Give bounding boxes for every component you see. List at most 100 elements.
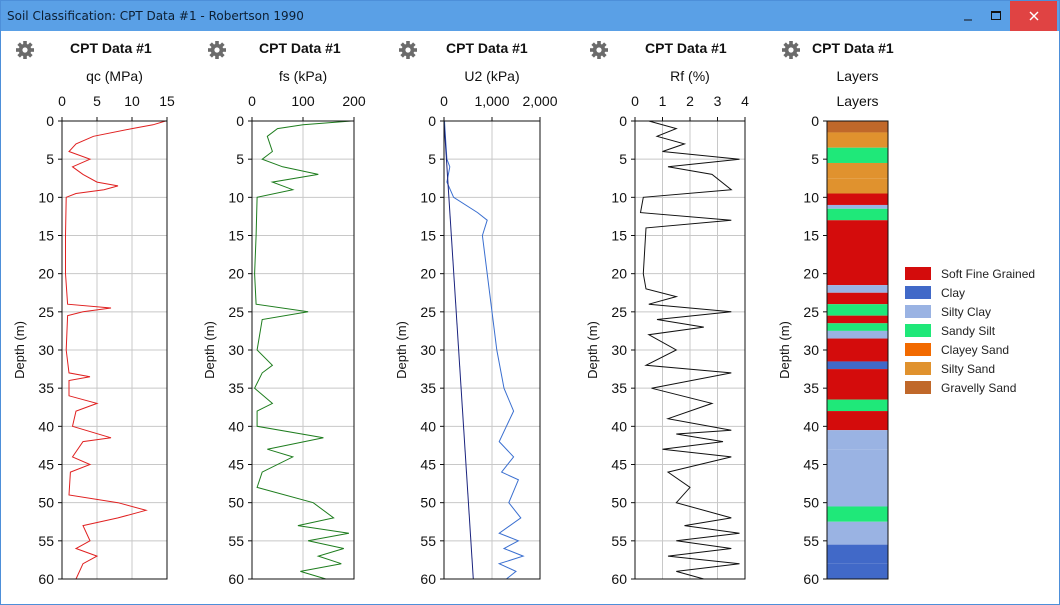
legend-label: Silty Sand xyxy=(941,361,996,376)
x-tick-label: 0 xyxy=(58,93,66,109)
title-bar: Soil Classification: CPT Data #1 - Rober… xyxy=(1,1,1059,31)
soil-layer xyxy=(827,330,888,339)
y-tick-label: 10 xyxy=(420,189,436,205)
legend-swatch xyxy=(905,267,931,280)
y-tick-label: 40 xyxy=(611,418,627,434)
x-tick-label: 0 xyxy=(440,93,448,109)
soil-layer xyxy=(827,193,888,205)
y-tick-label: 60 xyxy=(38,571,54,587)
y-tick-label: 25 xyxy=(803,304,819,320)
soil-layer xyxy=(827,304,888,316)
y-tick-label: 60 xyxy=(803,571,819,587)
y-tick-label: 60 xyxy=(611,571,627,587)
soil-layer xyxy=(827,361,888,370)
y-tick-label: 15 xyxy=(38,228,54,244)
legend-swatch xyxy=(905,381,931,394)
soil-layer xyxy=(827,204,888,209)
y-tick-label: 60 xyxy=(228,571,244,587)
y-tick-label: 20 xyxy=(228,266,244,282)
gear-icon[interactable] xyxy=(398,40,418,60)
y-tick-label: 45 xyxy=(38,457,54,473)
data-series-line xyxy=(444,120,525,580)
soil-layer xyxy=(827,338,888,362)
y-tick-label: 30 xyxy=(228,342,244,358)
y-tick-label: 55 xyxy=(611,533,627,549)
plot-frame xyxy=(61,120,168,580)
y-tick-label: 5 xyxy=(619,151,627,167)
y-tick-label: 35 xyxy=(228,380,244,396)
soil-layer xyxy=(827,178,888,194)
soil-layer xyxy=(827,220,888,286)
legend-item: Clay xyxy=(905,283,1035,302)
x-tick-label: 1,000 xyxy=(474,93,509,109)
soil-layer xyxy=(827,147,888,163)
y-tick-label: 30 xyxy=(38,342,54,358)
y-tick-label: 20 xyxy=(420,266,436,282)
y-tick-label: 0 xyxy=(811,113,819,129)
panel-title: CPT Data #1 xyxy=(645,40,727,56)
y-tick-label: 45 xyxy=(611,457,627,473)
y-tick-label: 10 xyxy=(611,189,627,205)
x-tick-label: 4 xyxy=(741,93,749,109)
y-tick-label: 50 xyxy=(228,495,244,511)
x-axis-label: U2 (kPa) xyxy=(464,68,519,84)
y-tick-label: 10 xyxy=(803,189,819,205)
data-series-line xyxy=(639,120,740,580)
legend-label: Gravelly Sand xyxy=(941,380,1017,395)
panel-title: CPT Data #1 xyxy=(259,40,341,56)
y-axis-label: Depth (m) xyxy=(585,321,600,379)
y-tick-label: 5 xyxy=(46,151,54,167)
soil-layer xyxy=(827,369,888,400)
x-tick-label: 3 xyxy=(714,93,722,109)
soil-layer xyxy=(827,132,888,148)
maximize-button[interactable] xyxy=(981,1,1011,31)
y-tick-label: 25 xyxy=(228,304,244,320)
soil-layer xyxy=(827,208,888,221)
y-tick-label: 35 xyxy=(38,380,54,396)
soil-layer xyxy=(827,411,888,431)
layers-header: Layers xyxy=(836,93,878,109)
legend-item: Silty Sand xyxy=(905,359,1035,378)
y-tick-label: 0 xyxy=(428,113,436,129)
y-tick-label: 50 xyxy=(420,495,436,511)
gear-icon[interactable] xyxy=(589,40,609,60)
soil-layer xyxy=(827,449,888,507)
legend-swatch xyxy=(905,362,931,375)
y-tick-label: 50 xyxy=(803,495,819,511)
y-tick-label: 45 xyxy=(803,457,819,473)
minimize-icon xyxy=(964,19,972,21)
y-tick-label: 60 xyxy=(420,571,436,587)
x-axis-label: Layers xyxy=(836,68,878,84)
minimize-button[interactable] xyxy=(951,1,985,31)
legend-label: Silty Clay xyxy=(941,304,992,319)
x-axis-label: Rf (%) xyxy=(670,68,710,84)
legend-swatch xyxy=(905,324,931,337)
soil-layer xyxy=(827,544,888,564)
y-tick-label: 35 xyxy=(420,380,436,396)
gear-icon[interactable] xyxy=(207,40,227,60)
x-tick-label: 10 xyxy=(124,93,140,109)
soil-layer xyxy=(827,292,888,305)
y-tick-label: 45 xyxy=(228,457,244,473)
y-tick-label: 55 xyxy=(228,533,244,549)
soil-legend: Soft Fine Grained Clay Silty Clay Sandy Sil… xyxy=(905,264,1035,397)
soil-layer xyxy=(827,430,888,450)
x-tick-label: 0 xyxy=(631,93,639,109)
y-tick-label: 25 xyxy=(38,304,54,320)
legend-label: Clay xyxy=(941,285,966,300)
soil-layer xyxy=(827,162,888,179)
y-tick-label: 0 xyxy=(619,113,627,129)
gear-icon[interactable] xyxy=(781,40,801,60)
x-tick-label: 0 xyxy=(248,93,256,109)
y-tick-label: 20 xyxy=(611,266,627,282)
y-tick-label: 40 xyxy=(803,418,819,434)
plot-frame xyxy=(826,120,889,580)
soil-layer xyxy=(827,121,888,133)
y-tick-label: 5 xyxy=(811,151,819,167)
legend-swatch xyxy=(905,305,931,318)
close-button[interactable] xyxy=(1010,1,1057,31)
soil-layer xyxy=(827,315,888,324)
gear-icon[interactable] xyxy=(15,40,35,60)
soil-layer xyxy=(827,521,888,545)
y-tick-label: 20 xyxy=(803,266,819,282)
